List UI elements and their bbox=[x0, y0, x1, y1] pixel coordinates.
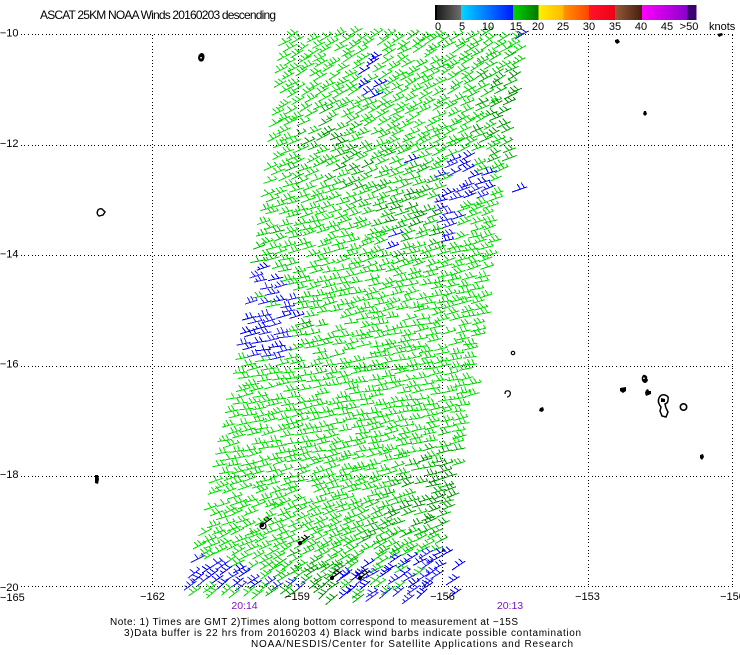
svg-text:15: 15 bbox=[510, 21, 522, 33]
svg-text:−162: −162 bbox=[140, 591, 165, 603]
svg-text:−16: −16 bbox=[0, 359, 19, 371]
svg-text:0: 0 bbox=[435, 21, 441, 33]
svg-text:10: 10 bbox=[482, 21, 494, 33]
svg-text:25: 25 bbox=[557, 21, 569, 33]
svg-text:−20: −20 bbox=[0, 582, 19, 594]
svg-text:−10: −10 bbox=[0, 28, 19, 40]
svg-text:−153: −153 bbox=[575, 591, 600, 603]
svg-text:−165: −165 bbox=[0, 592, 25, 604]
svg-text:40: 40 bbox=[635, 21, 647, 33]
svg-text:20:13: 20:13 bbox=[497, 600, 523, 612]
svg-text:35: 35 bbox=[609, 21, 621, 33]
svg-text:knots: knots bbox=[709, 21, 736, 33]
svg-text:−150: −150 bbox=[720, 591, 740, 603]
svg-text:−156: −156 bbox=[430, 591, 455, 603]
svg-text:5: 5 bbox=[459, 21, 465, 33]
svg-text:20: 20 bbox=[532, 21, 544, 33]
svg-text:3)Data buffer is 22 hrs from 2: 3)Data buffer is 22 hrs from 20160203 4)… bbox=[124, 628, 581, 639]
svg-text:>50: >50 bbox=[680, 21, 699, 33]
svg-text:ASCAT 25KM NOAA Winds 20160203: ASCAT 25KM NOAA Winds 20160203 descendin… bbox=[40, 8, 276, 22]
svg-text:30: 30 bbox=[583, 21, 595, 33]
svg-text:20:14: 20:14 bbox=[231, 600, 257, 612]
svg-text:−12: −12 bbox=[0, 138, 19, 150]
svg-text:NOAA/NESDIS/Center for Satelli: NOAA/NESDIS/Center for Satellite Applica… bbox=[251, 639, 573, 650]
svg-text:−14: −14 bbox=[0, 248, 19, 260]
svg-text:−159: −159 bbox=[285, 591, 310, 603]
svg-text:−18: −18 bbox=[0, 469, 19, 481]
svg-text:Note: 1) Times are GMT 2)Times: Note: 1) Times are GMT 2)Times along bot… bbox=[110, 617, 518, 628]
svg-text:45: 45 bbox=[661, 21, 673, 33]
